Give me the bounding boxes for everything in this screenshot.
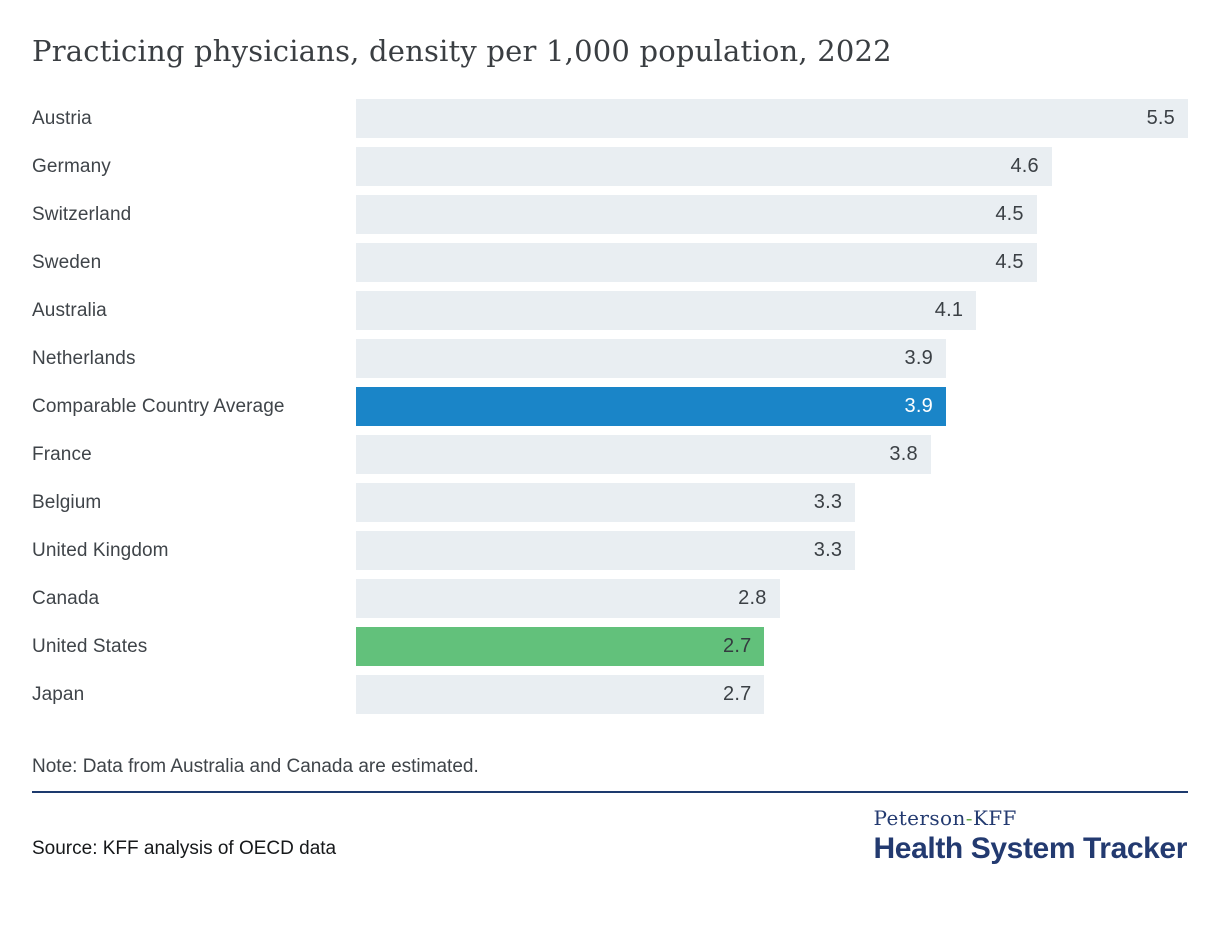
value-label: 4.1 xyxy=(934,299,964,321)
source-text: Source: KFF analysis of OECD data xyxy=(32,838,337,859)
value-label: 2.8 xyxy=(738,587,767,609)
bar-track: 3.9 xyxy=(356,387,1188,426)
bar-track: 5.5 xyxy=(356,99,1188,138)
bar-track: 3.9 xyxy=(356,339,1188,378)
logo-health-system-tracker: Health System Tracker xyxy=(873,832,1188,865)
value-label: 3.8 xyxy=(889,443,918,465)
bar-default: 5.5 xyxy=(356,99,1188,138)
category-label: Canada xyxy=(32,587,100,609)
chart-row: France 3.8 xyxy=(32,435,1188,474)
logo-peterson-kff: Peterson-KFF xyxy=(874,806,1187,830)
chart-row: United Kingdom 3.3 xyxy=(32,531,1188,570)
value-label: 3.3 xyxy=(813,539,843,561)
peterson-kff-logo: Peterson-KFF Health System Tracker xyxy=(873,806,1188,866)
chart-row: Australia 4.1 xyxy=(32,291,1188,330)
bar-default: 2.8 xyxy=(356,579,780,618)
logo-hyphen: - xyxy=(965,806,973,830)
logo-peterson: Peterson xyxy=(873,806,966,830)
footer-divider xyxy=(32,791,1188,793)
note-text: Note: Data from Australia and Canada are… xyxy=(32,756,479,777)
category-label: Comparable Country Average xyxy=(32,395,285,417)
bar-rows: Austria 5.5 Germany 4.6 Switzerland 4.5 Sweden… xyxy=(32,99,1188,714)
category-label: United Kingdom xyxy=(32,539,169,561)
logo-kff: KFF xyxy=(972,806,1017,830)
bar-green: 2.7 xyxy=(356,627,765,666)
value-label: 4.5 xyxy=(995,251,1024,273)
category-label: Austria xyxy=(32,107,92,129)
bar-default: 4.5 xyxy=(356,195,1037,234)
category-label: Belgium xyxy=(32,491,102,513)
category-label: Netherlands xyxy=(32,347,136,369)
chart-title: Practicing physicians, density per 1,000… xyxy=(32,34,892,68)
category-label: United States xyxy=(32,635,148,657)
chart-row: Japan 2.7 xyxy=(32,675,1188,714)
value-label: 2.7 xyxy=(723,635,752,657)
chart-row: Switzerland 4.5 xyxy=(32,195,1188,234)
value-label: 2.7 xyxy=(723,683,752,705)
value-label: 3.3 xyxy=(813,491,843,513)
category-label: Sweden xyxy=(32,251,102,273)
chart-row: Belgium 3.3 xyxy=(32,483,1188,522)
value-label: 5.5 xyxy=(1146,107,1175,129)
category-label: France xyxy=(32,443,92,465)
category-label: Australia xyxy=(32,299,107,321)
value-label: 3.9 xyxy=(904,395,933,417)
chart-row: Sweden 4.5 xyxy=(32,243,1188,282)
bar-track: 4.6 xyxy=(356,147,1188,186)
chart-row: Canada 2.8 xyxy=(32,579,1188,618)
bar-track: 2.7 xyxy=(356,675,1188,714)
bar-default: 4.5 xyxy=(356,243,1037,282)
chart-row: United States 2.7 xyxy=(32,627,1188,666)
bar-track: 3.3 xyxy=(356,531,1188,570)
value-label: 4.6 xyxy=(1010,155,1039,177)
bar-track: 4.5 xyxy=(356,243,1188,282)
bar-default: 3.3 xyxy=(356,483,856,522)
bar-default: 3.8 xyxy=(356,435,931,474)
chart-row: Austria 5.5 xyxy=(32,99,1188,138)
bar-track: 4.1 xyxy=(356,291,1188,330)
bar-default: 4.1 xyxy=(356,291,977,330)
chart-row: Comparable Country Average 3.9 xyxy=(32,387,1188,426)
bar-track: 3.8 xyxy=(356,435,1188,474)
bar-default: 3.3 xyxy=(356,531,856,570)
bar-default: 4.6 xyxy=(356,147,1052,186)
bar-default: 3.9 xyxy=(356,339,946,378)
bar-track: 2.8 xyxy=(356,579,1188,618)
chart-row: Netherlands 3.9 xyxy=(32,339,1188,378)
category-label: Switzerland xyxy=(32,203,132,225)
value-label: 4.5 xyxy=(995,203,1024,225)
category-label: Germany xyxy=(32,155,111,177)
bar-chart: Austria 5.5 Germany 4.6 Switzerland 4.5 Sweden… xyxy=(32,99,1188,714)
bar-track: 3.3 xyxy=(356,483,1188,522)
bar-track: 2.7 xyxy=(356,627,1188,666)
bar-blue: 3.9 xyxy=(356,387,946,426)
bar-default: 2.7 xyxy=(356,675,765,714)
category-label: Japan xyxy=(32,683,85,705)
value-label: 3.9 xyxy=(904,347,933,369)
bar-track: 4.5 xyxy=(356,195,1188,234)
chart-row: Germany 4.6 xyxy=(32,147,1188,186)
